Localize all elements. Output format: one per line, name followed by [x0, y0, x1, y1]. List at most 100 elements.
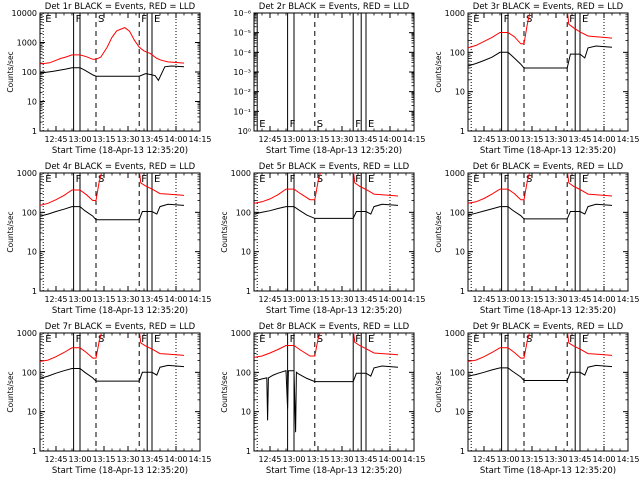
x-tick-label: 13:30 [116, 455, 139, 464]
x-tick-label: 13:45 [568, 455, 591, 464]
y-tick-label: 1 [32, 287, 37, 296]
y-tick-label: 10 [455, 408, 465, 417]
event-marker-label: E [582, 334, 588, 345]
y-axis-label: Counts/sec [6, 211, 15, 252]
events-rate-line [40, 364, 185, 382]
y-axis-label: Counts/sec [6, 371, 15, 412]
y-tick-label: 10 [241, 248, 251, 257]
panel-title: Det 9r BLACK = Events, RED = LLD [473, 322, 624, 332]
events-rate-line [40, 203, 185, 221]
panel-title: Det 6r BLACK = Events, RED = LLD [473, 162, 624, 172]
x-tick-label: 14:00 [164, 455, 187, 464]
y-tick-label: 1 [32, 447, 37, 456]
lld-rate-line [468, 333, 613, 362]
event-marker-label: E [582, 174, 588, 185]
y-tick-label: 100 [22, 208, 37, 217]
y-tick-label: 10 [455, 88, 465, 97]
event-marker-label: F [290, 174, 296, 185]
panel-title: Det 5r BLACK = Events, RED = LLD [259, 162, 410, 172]
series-group [254, 173, 399, 219]
y-tick-label: 10⁻³ [233, 68, 251, 77]
x-tick-label: 12:45 [44, 135, 67, 144]
lld-rate-line [254, 173, 399, 204]
x-tick-label: 13:00 [282, 135, 305, 144]
event-marker-label: E [154, 174, 160, 185]
x-tick-label: 14:15 [402, 135, 425, 144]
x-tick-label: 12:45 [472, 295, 495, 304]
y-tick-label: 100 [450, 368, 465, 377]
x-tick-label: 13:45 [140, 295, 163, 304]
events-rate-line [468, 364, 613, 381]
y-tick-label: 1 [246, 447, 251, 456]
event-marker-label: S [526, 14, 532, 25]
detector-panel-2: Det 2r BLACK = Events, RED = LLD 10⁰ 10⁻¹ 1… [233, 2, 425, 156]
x-tick-label: 13:45 [140, 135, 163, 144]
x-tick-label: 12:45 [44, 295, 67, 304]
x-tick-label: 13:45 [568, 295, 591, 304]
x-tick-label: 13:15 [306, 135, 329, 144]
event-marker-label: F [290, 334, 296, 345]
lld-rate-line [40, 333, 185, 362]
x-tick-label: 13:15 [520, 135, 543, 144]
event-marker-label: E [259, 174, 265, 185]
event-marker-label: S [98, 334, 104, 345]
panel-title: Det 8r BLACK = Events, RED = LLD [259, 322, 410, 332]
plot-frame [253, 172, 415, 292]
event-marker-label: E [368, 174, 374, 185]
panel-title: Det 1r BLACK = Events, RED = LLD [45, 2, 196, 12]
plot-frame [39, 12, 201, 132]
x-tick-label: 14:00 [164, 135, 187, 144]
y-tick-label: 10⁻² [233, 88, 251, 97]
event-marker-label: E [45, 174, 51, 185]
event-marker-label: F [76, 334, 82, 345]
event-marker-label: E [473, 174, 479, 185]
events-rate-line [254, 203, 399, 219]
x-tick-label: 13:45 [354, 295, 377, 304]
event-marker-label: F [76, 14, 82, 25]
y-tick-label: 1000 [17, 39, 37, 48]
event-marker-label: F [355, 119, 361, 130]
event-marker-label: F [569, 334, 575, 345]
panel-title: Det 7r BLACK = Events, RED = LLD [45, 322, 196, 332]
y-tick-label: 10 [455, 248, 465, 257]
series-group [468, 333, 613, 381]
detector-panel-1: Det 1r BLACK = Events, RED = LLD 1 10 100 10… [6, 2, 212, 156]
x-tick-label: 13:15 [520, 455, 543, 464]
y-tick-label: 1000 [17, 329, 37, 338]
y-tick-label: 100 [22, 68, 37, 77]
y-axis-label: Counts/sec [220, 211, 229, 252]
panel-title: Det 2r BLACK = Events, RED = LLD [259, 2, 410, 12]
detector-panel-4: Det 4r BLACK = Events, RED = LLD 1 10 100 10… [6, 162, 212, 316]
series-group [254, 333, 399, 433]
event-marker-label: S [317, 119, 323, 130]
x-tick-label: 13:15 [92, 135, 115, 144]
y-tick-label: 10 [27, 408, 37, 417]
y-axis-label: Counts/sec [434, 371, 443, 412]
x-tick-label: 12:45 [258, 455, 281, 464]
x-tick-label: 13:30 [330, 295, 353, 304]
x-tick-label: 13:30 [544, 135, 567, 144]
event-marker-label: S [317, 174, 323, 185]
x-tick-label: 13:30 [544, 455, 567, 464]
x-tick-label: 13:45 [568, 135, 591, 144]
plot-frame [39, 332, 201, 452]
event-marker-label: F [504, 334, 510, 345]
events-rate-line [40, 65, 185, 82]
y-tick-label: 1 [460, 447, 465, 456]
x-tick-label: 13:45 [354, 135, 377, 144]
x-tick-label: 14:15 [402, 455, 425, 464]
x-tick-label: 13:30 [330, 135, 353, 144]
event-marker-label: S [526, 174, 532, 185]
y-tick-label: 10 [27, 248, 37, 257]
x-axis-label: Start Time (18-Apr-13 12:35:20) [480, 466, 616, 476]
detector-panel-6: Det 6r BLACK = Events, RED = LLD 1 10 100 10… [434, 162, 640, 316]
x-tick-label: 13:00 [496, 135, 519, 144]
x-tick-label: 12:45 [472, 455, 495, 464]
event-marker-label: S [98, 14, 104, 25]
x-tick-label: 14:00 [592, 455, 615, 464]
x-tick-label: 13:00 [68, 455, 91, 464]
x-tick-label: 13:00 [282, 295, 305, 304]
y-tick-label: 100 [450, 208, 465, 217]
event-marker-label: E [259, 334, 265, 345]
lld-rate-line [40, 27, 185, 65]
